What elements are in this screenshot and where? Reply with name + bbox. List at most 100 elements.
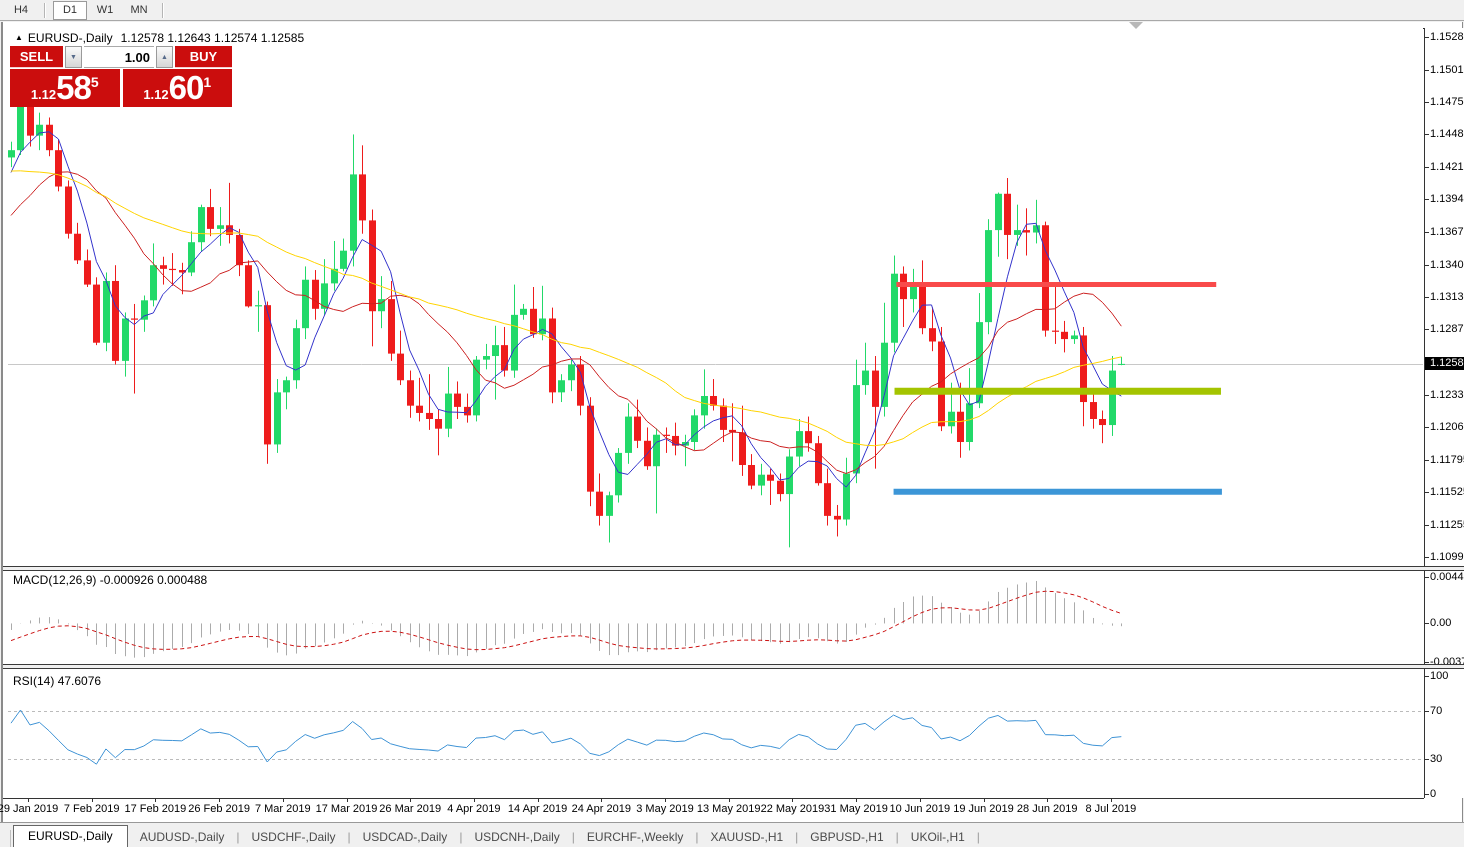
date-label: 22 May 2019 <box>760 803 825 815</box>
period-button-w1[interactable]: W1 <box>96 4 114 16</box>
chart-macd-splitter[interactable] <box>3 566 1464 571</box>
price-tick-label: 1.14480 <box>1430 128 1464 141</box>
buy-price-big: 60 <box>168 69 205 106</box>
date-label: 26 Mar 2019 <box>379 803 442 815</box>
period-button-d1[interactable]: D1 <box>53 0 87 20</box>
rsi-name: RSI(14) <box>13 674 55 688</box>
axis-tick-mark <box>1425 758 1429 760</box>
collapse-panel-arrow-icon[interactable]: ▲ <box>15 33 23 42</box>
macd-chart-canvas[interactable] <box>8 571 1423 663</box>
date-tick-mark <box>410 799 412 802</box>
volume-increase-button[interactable]: ▲ <box>156 46 173 68</box>
macd-name: MACD(12,26,9) <box>13 573 97 587</box>
date-label: 19 Jun 2019 <box>953 803 1014 815</box>
price-chart-canvas[interactable] <box>8 28 1423 566</box>
axis-tick-mark <box>1425 264 1429 266</box>
axis-tick-mark <box>1425 69 1429 71</box>
date-label: 17 Feb 2019 <box>124 803 187 815</box>
tab-separator: | <box>347 830 351 844</box>
axis-tick-mark <box>1425 426 1429 428</box>
date-tick-mark <box>601 799 603 802</box>
date-label: 31 May 2019 <box>824 803 888 815</box>
macd-tick-label: 0.004465 <box>1430 571 1464 584</box>
price-tick-label: 1.13675 <box>1430 225 1464 238</box>
price-tick-label: 1.15285 <box>1430 30 1464 43</box>
volume-decrease-button[interactable]: ▼ <box>65 46 82 68</box>
axis-tick-mark <box>1425 101 1429 103</box>
date-label: 4 Apr 2019 <box>447 803 501 815</box>
date-label: 8 Jul 2019 <box>1085 803 1137 815</box>
axis-tick-mark <box>1425 167 1429 169</box>
date-label: 28 Jun 2019 <box>1016 803 1078 815</box>
price-tick-label: 1.15015 <box>1430 63 1464 76</box>
date-label: 26 Feb 2019 <box>188 803 250 815</box>
period-button-h4[interactable]: H4 <box>13 4 29 16</box>
toolbar-separator <box>162 2 164 18</box>
date-label: 7 Mar 2019 <box>254 803 311 815</box>
macd-tick-label: 0.00 <box>1430 617 1452 630</box>
date-tick-mark <box>282 799 284 802</box>
tab-separator: | <box>571 830 575 844</box>
period-buttons: H4 D1 W1 MN <box>4 0 170 20</box>
period-button-mn[interactable]: MN <box>130 4 148 16</box>
tab-eurchf-weekly[interactable]: EURCHF-,Weekly <box>586 830 684 844</box>
axis-tick-mark <box>1425 676 1429 677</box>
sell-price-display[interactable]: 1.12 58 5 <box>10 69 120 107</box>
tab-separator: | <box>459 830 463 844</box>
tab-gbpusd-h1[interactable]: GBPUSD-,H1 <box>810 830 884 844</box>
toolbar-separator <box>44 2 46 18</box>
tab-strip-grip <box>0 830 11 847</box>
date-tick-mark <box>792 799 794 802</box>
tab-separator: | <box>795 830 799 844</box>
date-label: 7 Feb 2019 <box>63 803 120 815</box>
macd-signal-value: 0.000488 <box>157 573 208 587</box>
price-axis[interactable]: 1.15285 1.15015 1.14750 1.14480 1.14210 1.139… <box>1424 28 1464 800</box>
tab-xauusd-h1[interactable]: XAUUSD-,H1 <box>710 830 784 844</box>
rsi-label: RSI(14) 47.6076 <box>13 674 101 688</box>
volume-input[interactable] <box>84 46 154 68</box>
price-tick-label: 1.14210 <box>1430 161 1464 174</box>
date-label: 14 Apr 2019 <box>507 803 568 815</box>
price-tick-label: 1.10990 <box>1430 551 1464 564</box>
tab-separator: | <box>695 830 699 844</box>
axis-tick-mark <box>1425 297 1429 299</box>
tab-usdchf-daily[interactable]: USDCHF-,Daily <box>251 830 336 844</box>
chart-shift-marker-icon[interactable] <box>1129 22 1143 29</box>
price-tick-label: 1.14750 <box>1430 95 1464 108</box>
date-tick-mark <box>983 799 985 802</box>
time-axis[interactable]: 29 Jan 2019 7 Feb 2019 17 Feb 2019 26 Feb 2… <box>0 798 1424 821</box>
date-label: 17 Mar 2019 <box>315 803 378 815</box>
date-tick-mark <box>537 799 539 802</box>
chart-symbol-label: EURUSD-,Daily <box>27 31 113 45</box>
macd-label: MACD(12,26,9) -0.000926 0.000488 <box>13 573 207 587</box>
timeframe-toolbar: H4 D1 W1 MN <box>0 0 1464 21</box>
date-label: 3 May 2019 <box>636 803 694 815</box>
sell-button[interactable]: SELL <box>10 46 63 68</box>
price-tick-label: 1.13405 <box>1430 258 1464 271</box>
macd-main-value: -0.000926 <box>99 573 154 587</box>
axis-tick-mark <box>1425 394 1429 396</box>
rsi-tick-label: 70 <box>1430 705 1443 718</box>
buy-price-display[interactable]: 1.12 60 1 <box>122 69 232 107</box>
axis-tick-mark <box>1425 524 1429 526</box>
current-price-tag: 1.12585 <box>1425 356 1464 370</box>
rsi-tick-label: 0 <box>1430 788 1437 800</box>
price-tick-label: 1.11795 <box>1430 453 1464 466</box>
buy-button[interactable]: BUY <box>175 46 232 68</box>
tab-usdcnh-daily[interactable]: USDCNH-,Daily <box>474 830 560 844</box>
tab-eurusd-daily[interactable]: EURUSD-,Daily <box>13 825 128 847</box>
sell-price-pip: 5 <box>90 74 99 90</box>
tab-audusd-daily[interactable]: AUDUSD-,Daily <box>139 830 225 844</box>
macd-rsi-splitter[interactable] <box>3 664 1464 669</box>
date-tick-mark <box>346 799 348 802</box>
tab-ukoil-h1[interactable]: UKOil-,H1 <box>910 830 965 844</box>
rsi-chart-canvas[interactable] <box>8 671 1423 798</box>
date-label: 13 May 2019 <box>696 803 761 815</box>
date-tick-mark <box>856 799 858 802</box>
trade-panel-controls: SELL ▼ ▲ BUY <box>10 46 232 68</box>
tab-usdcad-daily[interactable]: USDCAD-,Daily <box>362 830 448 844</box>
axis-tick-mark <box>1425 36 1429 38</box>
date-tick-mark <box>1110 799 1112 802</box>
date-label: 24 Apr 2019 <box>571 803 631 815</box>
